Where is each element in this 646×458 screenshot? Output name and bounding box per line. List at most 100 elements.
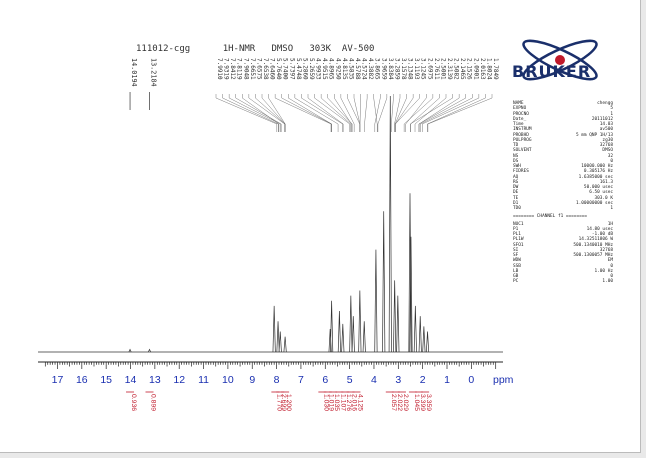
peak-leader-line — [391, 94, 394, 132]
param-value: 32768 — [599, 143, 613, 148]
spectrum-peak — [349, 295, 353, 353]
peak-label: 2.6975 — [426, 58, 433, 80]
integral-value: 2.057 — [390, 394, 397, 411]
param-value: 0 — [610, 263, 613, 269]
peak-label: 3.2859 — [393, 58, 400, 80]
integral-value: 1.770 — [275, 394, 282, 411]
x-tick-label: 12 — [173, 374, 185, 386]
peak-leader-line — [427, 94, 493, 132]
channel-heading: ======== CHANNEL f1 ======== — [513, 214, 588, 220]
peak-label: 13.2184 — [150, 58, 158, 87]
param-row: SI 32768 — [513, 248, 613, 253]
param-row: TD 32768 — [513, 143, 613, 148]
peak-leader-line — [215, 94, 278, 132]
param-value: 0.305176 Hz — [583, 169, 613, 175]
peak-leader-line — [242, 94, 280, 132]
param-value: 5 — [610, 106, 613, 112]
param-key: PL1W — [513, 237, 524, 243]
peak-leader-line — [422, 94, 480, 132]
peak-label: 4.5724 — [361, 58, 368, 80]
param-key: TD0 — [513, 206, 521, 211]
spectrum-peak — [330, 300, 334, 353]
param-key: DW — [513, 185, 519, 190]
param-row: AQ 1.6385000 sec — [513, 175, 613, 180]
peak-label: 14.0194 — [130, 58, 138, 87]
param-key: PULPROG — [513, 137, 532, 143]
integral-value: 0.899 — [150, 394, 157, 411]
param-key: DE — [513, 190, 519, 196]
peak-leader-line — [334, 94, 352, 132]
peak-label: 3.8384 — [387, 58, 394, 80]
param-value: 32 — [607, 153, 613, 159]
spectrum-peak — [396, 295, 400, 353]
param-value: 1 — [610, 111, 613, 117]
param-value: -1.00 dB — [591, 232, 613, 237]
param-key: SWH — [513, 164, 521, 169]
param-row: NAME chengg — [513, 101, 613, 106]
spectrum-peak — [413, 305, 417, 353]
param-row: SWH 10000.000 Hz — [513, 164, 613, 169]
param-row: DW 50.000 usec — [513, 185, 613, 190]
peak-leader-line — [377, 94, 388, 132]
param-value: 500.1300057 MHz — [573, 253, 613, 258]
param-row: PL1 -1.00 dB — [513, 232, 613, 237]
spectrum-peak — [374, 249, 378, 353]
x-tick-label: 7 — [298, 374, 304, 386]
x-tick-label: 17 — [52, 374, 64, 386]
param-value: DMSO — [602, 148, 613, 154]
x-tick-label: 15 — [100, 374, 112, 386]
param-key: EXPNO — [513, 106, 527, 112]
peak-leader-line — [395, 94, 420, 132]
x-tick-label: 13 — [149, 374, 161, 386]
peak-label: 4.9515 — [321, 58, 328, 80]
param-key: PL1 — [513, 232, 521, 237]
integral-value: 1.045 — [413, 394, 420, 411]
param-key: RG — [513, 179, 519, 185]
integral-value: 1.035 — [333, 394, 340, 411]
param-key: NUC1 — [513, 221, 524, 227]
param-value: zg30 — [602, 137, 613, 143]
param-row: WDW EM — [513, 258, 613, 263]
param-key: SSB — [513, 263, 521, 269]
peak-label: 3.1245 — [420, 58, 427, 80]
spectrum-peak — [393, 280, 397, 353]
param-value: 1.00 Hz — [594, 268, 613, 274]
peak-leader-line — [394, 94, 407, 132]
param-row: GB 0 — [513, 274, 613, 279]
spectrum-peak — [382, 211, 386, 353]
peak-leader-line — [327, 94, 353, 132]
integral-value: 2.029 — [402, 394, 409, 411]
peak-label: 3.1193 — [413, 58, 420, 80]
peak-leader-line — [418, 94, 466, 132]
x-tick-label: 16 — [76, 374, 88, 386]
param-value: 14.80 usec — [586, 226, 613, 232]
x-tick-label: 4 — [371, 374, 377, 386]
param-key: Date_ — [513, 116, 527, 122]
peak-label: 5.7400 — [282, 58, 289, 80]
nmr-spectrum: 7.9910 7.9319 7.8412 7.8119 7.9048 7.6651 7.65… — [38, 58, 514, 411]
param-key: INSTRUM — [513, 127, 532, 133]
integral-value: 1.030 — [322, 394, 329, 411]
spectrum-peak — [278, 331, 282, 353]
param-row: SF 500.1300057 MHz — [513, 253, 613, 258]
x-tick-label: 2 — [420, 374, 426, 386]
param-row: DE 6.50 usec — [513, 190, 613, 195]
param-key: D1 — [513, 200, 519, 206]
peak-leader-line — [314, 94, 350, 132]
param-row: EXPNO 5 — [513, 106, 613, 111]
x-tick-label: 10 — [222, 374, 234, 386]
x-tick-label: 9 — [249, 374, 255, 386]
spectrum-peak — [362, 321, 366, 353]
x-tick-label: 5 — [347, 374, 353, 386]
integral-value: 2.699 — [280, 394, 287, 411]
spectrum-peak — [283, 336, 287, 353]
spectrum-peak — [128, 348, 132, 353]
param-value: 0 — [610, 158, 613, 164]
param-value: 303.0 K — [594, 195, 613, 201]
param-row: SFO1 500.1340010 MHz — [513, 243, 613, 248]
peak-leader-line — [347, 94, 360, 132]
param-row: PROCNO 1 — [513, 112, 613, 117]
peak-label: 7.9048 — [242, 58, 249, 80]
peak-label: 7.9910 — [216, 58, 223, 80]
